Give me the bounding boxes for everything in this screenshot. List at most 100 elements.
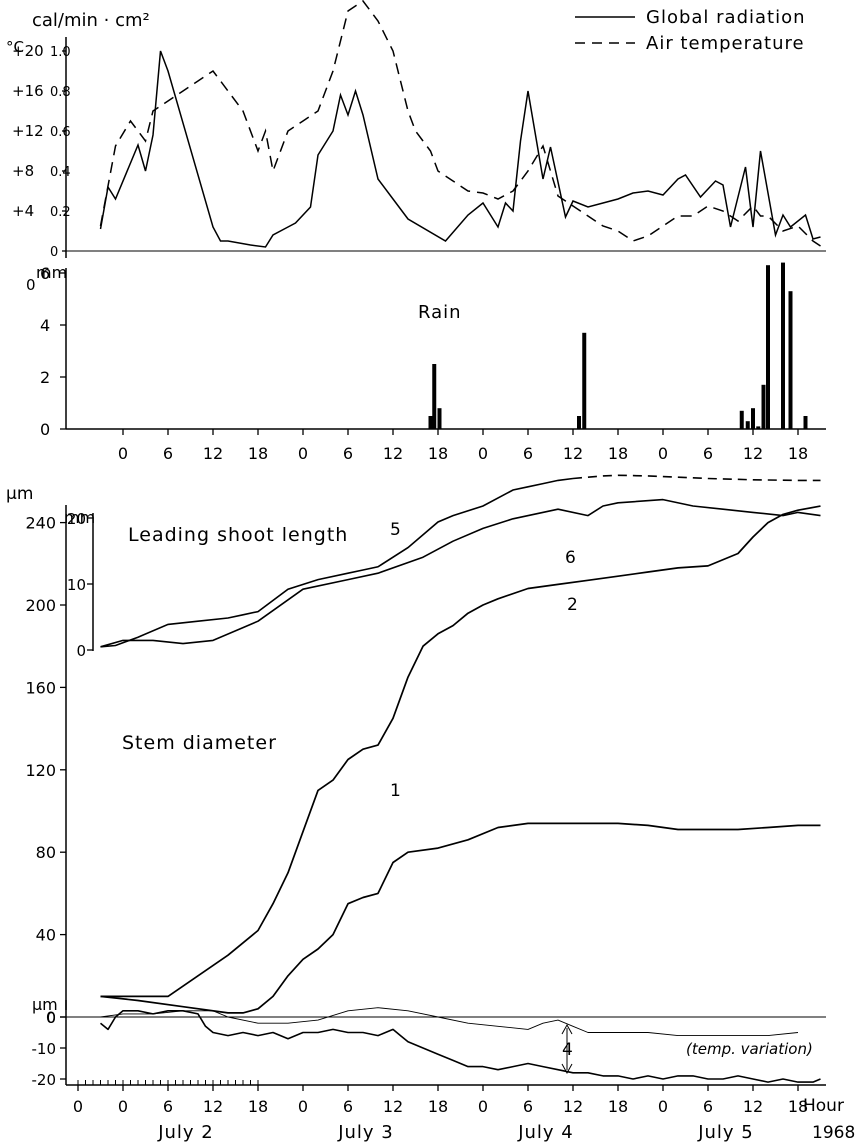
- diameter-tick-label: 80: [36, 843, 56, 862]
- rain-bar: [432, 364, 437, 429]
- rain-bar: [788, 291, 793, 429]
- temperature-tick-label: +4: [12, 202, 34, 220]
- x-tick-label: 12: [383, 1097, 403, 1116]
- hour-label: Hour: [803, 1096, 844, 1116]
- air-temperature-line: [99, 0, 821, 247]
- rain-bar: [577, 416, 581, 429]
- series-label-1: 1: [390, 781, 401, 801]
- rain-tick-label: 6: [40, 264, 50, 283]
- x-tick-label: 18: [428, 1097, 448, 1116]
- rain-bar: [582, 332, 587, 429]
- temperature-zero-label: 0: [26, 276, 36, 294]
- arrow-up-head: [561, 1023, 573, 1035]
- temperature-tick-label: +20: [12, 42, 44, 60]
- rain-bar: [751, 408, 755, 429]
- radiation-tick-label: 0.6: [50, 125, 71, 140]
- shoot-line-5-dashed: [572, 474, 821, 482]
- day-label: July 3: [337, 1122, 394, 1143]
- radiation-tick-label: 1.0: [50, 45, 71, 60]
- radiation-tick-label: 0.8: [50, 85, 71, 100]
- rain-x-tick-label: 6: [523, 444, 533, 463]
- x-tick-label: 6: [703, 1097, 713, 1116]
- shoot-line-5: [100, 477, 574, 648]
- diameter-tick-label: 40: [36, 926, 56, 945]
- bottom-tick-label: 0: [46, 1009, 56, 1027]
- x-tick-label: 0: [478, 1097, 488, 1116]
- temperature-tick-label: +12: [12, 122, 44, 140]
- x-tick-label: 18: [608, 1097, 628, 1116]
- temp-variation-label: (temp. variation): [686, 1040, 813, 1058]
- day-label: July 2: [157, 1122, 214, 1143]
- rain-x-tick-label: 6: [703, 444, 713, 463]
- rain-x-tick-label: 18: [608, 444, 628, 463]
- radiation-unit-label: cal/min · cm²: [32, 10, 150, 31]
- legend-air-temperature-label: Air temperature: [646, 33, 805, 54]
- bottom-um-label: µm: [32, 995, 58, 1014]
- global-radiation-line: [99, 50, 821, 248]
- rain-tick-label: 0: [40, 420, 50, 439]
- x-tick-label: 0: [298, 1097, 308, 1116]
- day-label: July 4: [517, 1122, 574, 1143]
- rain-x-tick-label: 0: [118, 444, 128, 463]
- rain-bar: [803, 416, 808, 429]
- rain-bar: [739, 410, 744, 429]
- rain-x-tick-label: 0: [298, 444, 308, 463]
- leading-shoot-title: Leading shoot length: [128, 524, 348, 546]
- legend-global-radiation-label: Global radiation: [646, 7, 806, 28]
- temperature-tick-label: +16: [12, 82, 44, 100]
- growth-line-1: [100, 822, 821, 1014]
- radiation-tick-label: 0.4: [50, 165, 71, 180]
- rain-panel: mm Rain 0 2 4 6 0 6 12 18 0 6 12 18 0 6 12 18 0 6 12 18: [36, 262, 826, 463]
- diameter-tick-label: 240: [25, 514, 56, 533]
- rain-x-tick-label: 12: [203, 444, 223, 463]
- rain-tick-label: 4: [40, 316, 50, 335]
- bottom-tick-label: -10: [32, 1040, 57, 1058]
- temperature-unit-label: °C: [6, 38, 24, 56]
- rain-bar: [745, 421, 750, 429]
- growth-line-2: [100, 505, 821, 998]
- rain-x-tick-label: 12: [383, 444, 403, 463]
- rain-x-tick-label: 12: [743, 444, 763, 463]
- rain-bar: [756, 426, 761, 429]
- x-tick-label: 0: [118, 1097, 128, 1116]
- growth-line-temp-variation: [100, 1007, 799, 1037]
- rain-bar: [766, 265, 770, 429]
- shoot-tick-label: 0: [76, 642, 86, 660]
- rain-x-tick-label: 6: [343, 444, 353, 463]
- growth-line-6: [100, 498, 821, 648]
- rain-x-tick-label: 0: [658, 444, 668, 463]
- year-label: 1968: [812, 1123, 855, 1143]
- x-tick-label: 0: [73, 1097, 83, 1116]
- series-label-6: 6: [565, 548, 576, 568]
- radiation-tick-label: 0: [50, 245, 58, 260]
- rain-x-tick-label: 6: [163, 444, 173, 463]
- growth-line-4: [99, 1010, 821, 1083]
- rain-bar: [761, 384, 766, 429]
- series-label-2: 2: [567, 595, 578, 615]
- x-tick-label: 0: [658, 1097, 668, 1116]
- day-label: July 5: [697, 1122, 754, 1143]
- rain-x-tick-label: 18: [428, 444, 448, 463]
- x-tick-label: 12: [743, 1097, 763, 1116]
- x-tick-label: 6: [343, 1097, 353, 1116]
- temperature-tick-label: +8: [12, 162, 34, 180]
- rain-unit-label: mm: [36, 263, 67, 282]
- radiation-temperature-panel: cal/min · cm² °C Global radiation Air te…: [6, 0, 826, 294]
- rain-x-tick-label: 0: [478, 444, 488, 463]
- rain-title: Rain: [418, 302, 462, 323]
- rain-bar: [781, 262, 785, 429]
- diameter-tick-label: 200: [25, 596, 56, 615]
- shoot-tick-label: 10: [67, 576, 86, 594]
- shoot-tick-label: 20: [67, 510, 86, 528]
- rain-x-tick-label: 12: [563, 444, 583, 463]
- arrow-down-head: [561, 1063, 573, 1075]
- rain-bar: [437, 408, 442, 429]
- rain-x-tick-label: 18: [788, 444, 808, 463]
- x-tick-label: 12: [203, 1097, 223, 1116]
- rain-x-tick-label: 18: [248, 444, 268, 463]
- x-tick-label: 18: [788, 1097, 808, 1116]
- x-tick-label: 6: [163, 1097, 173, 1116]
- diameter-tick-label: 0: [46, 1008, 56, 1027]
- bottom-tick-label: -20: [32, 1071, 57, 1089]
